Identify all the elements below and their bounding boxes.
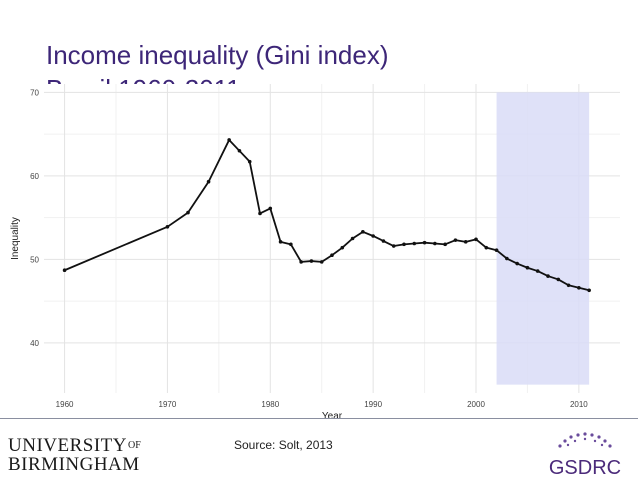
data-point [278, 240, 283, 244]
data-point [381, 239, 386, 243]
data-point [453, 238, 458, 242]
data-point [350, 236, 355, 241]
x-tick-label: 1970 [159, 400, 177, 409]
data-point [515, 261, 519, 266]
data-point [546, 274, 550, 278]
university-logo-line-2: BIRMINGHAM [8, 454, 140, 475]
data-point [309, 259, 314, 263]
title-line-1: Income inequality (Gini index) [46, 40, 389, 70]
data-point [566, 283, 571, 288]
university-logo-of: OF [128, 440, 141, 451]
data-point [319, 260, 324, 264]
data-point [556, 277, 561, 282]
data-point [505, 256, 509, 261]
data-point [412, 241, 417, 246]
data-point [535, 269, 540, 273]
x-tick-label: 1980 [261, 400, 279, 409]
data-point [422, 240, 427, 245]
data-point [330, 253, 334, 258]
data-point [474, 237, 478, 242]
x-axis-label: Year [322, 411, 343, 422]
gsdrc-logo-text: GSDRC [549, 457, 621, 479]
x-tick-label: 2010 [570, 400, 588, 409]
data-point [62, 268, 67, 273]
x-tick-label: 2000 [467, 400, 485, 409]
source-note: Source: Solt, 2013 [234, 438, 333, 452]
x-tick-label: 1960 [56, 400, 74, 409]
data-point [361, 230, 365, 234]
data-point [433, 241, 437, 246]
data-point [247, 159, 252, 164]
x-tick-label: 1990 [364, 400, 382, 409]
data-point [237, 149, 242, 153]
gsdrc-dots-icon [558, 432, 612, 448]
gini-series-line [64, 139, 590, 292]
data-point [443, 242, 447, 247]
data-point [186, 210, 190, 215]
data-point [391, 244, 396, 248]
y-tick-label: 70 [30, 88, 39, 97]
data-point [587, 288, 591, 293]
data-point [299, 260, 303, 264]
series-layer [62, 138, 591, 293]
data-point [289, 242, 293, 247]
y-tick-label: 40 [30, 339, 39, 348]
axes: Year Inequality 1960 1970 1980 1990 2000 2010… [10, 88, 588, 422]
university-logo-line-1: UNIVERSITY [8, 435, 127, 456]
data-point [494, 248, 499, 252]
data-point [484, 245, 489, 250]
y-tick-label: 60 [30, 172, 39, 181]
data-point [525, 265, 530, 270]
data-point [165, 225, 170, 229]
y-tick-label: 50 [30, 255, 39, 264]
university-of-birmingham-logo: UNIVERSITYOF BIRMINGHAM [8, 435, 141, 475]
data-point [463, 240, 468, 244]
data-point [268, 206, 273, 211]
data-point [227, 138, 231, 142]
y-axis-label: Inequality [10, 217, 21, 260]
data-point [206, 179, 211, 184]
footer-divider [0, 418, 638, 419]
data-point [577, 285, 581, 290]
gsdrc-logo: GSDRC [549, 432, 621, 479]
data-point [258, 211, 262, 216]
data-point [402, 242, 406, 247]
shaded-region-layer [496, 92, 590, 385]
data-point [371, 234, 375, 238]
shaded-region [496, 92, 590, 385]
data-point [340, 245, 345, 250]
